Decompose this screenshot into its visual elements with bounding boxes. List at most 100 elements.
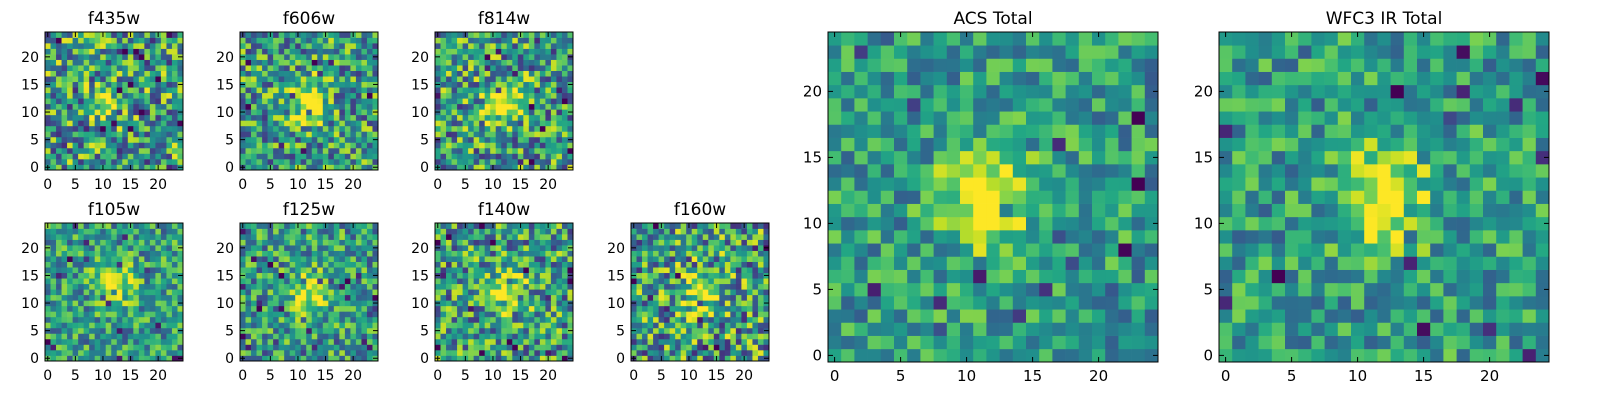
heatmap-cell xyxy=(50,158,57,165)
heatmap-cell xyxy=(366,322,373,329)
heatmap-cell xyxy=(523,136,530,143)
heatmap-cell xyxy=(479,355,486,362)
heatmap-cell xyxy=(133,349,140,356)
heatmap-cell xyxy=(1144,256,1159,270)
heatmap-cell xyxy=(501,125,508,132)
heatmap-cell xyxy=(127,43,134,49)
heatmap-cell xyxy=(105,311,112,318)
heatmap-cell xyxy=(440,245,447,251)
heatmap-cell xyxy=(999,203,1014,218)
heatmap-cell xyxy=(160,267,167,274)
heatmap-cell xyxy=(719,245,726,251)
heatmap-cell xyxy=(155,136,162,143)
heatmap-cell xyxy=(61,245,68,251)
heatmap-cell xyxy=(686,283,693,290)
heatmap-cell xyxy=(567,344,574,351)
heatmap-cell xyxy=(83,355,90,362)
heatmap-cell xyxy=(166,81,173,88)
heatmap-cell xyxy=(328,65,335,71)
heatmap-cell xyxy=(556,278,563,285)
heatmap-cell xyxy=(251,37,257,44)
heatmap-cell xyxy=(56,109,62,116)
heatmap-cell xyxy=(545,289,552,296)
heatmap-cell xyxy=(561,103,568,110)
heatmap-cell xyxy=(89,344,96,351)
axes-frame xyxy=(630,222,770,362)
heatmap-cell xyxy=(457,355,463,362)
heatmap-cell xyxy=(322,267,329,274)
heatmap-cell xyxy=(284,338,291,345)
heatmap-cell xyxy=(300,92,307,99)
heatmap-cell xyxy=(366,98,373,105)
heatmap-cell xyxy=(517,239,524,246)
heatmap-cell xyxy=(490,234,497,240)
heatmap-cell xyxy=(366,131,373,138)
heatmap-cell xyxy=(350,294,357,301)
heatmap-cell xyxy=(561,43,568,49)
heatmap-cell xyxy=(642,234,648,240)
heatmap-cell xyxy=(267,338,274,345)
heatmap-cell xyxy=(642,300,648,307)
heatmap-cell xyxy=(741,272,748,279)
heatmap-cell xyxy=(322,70,329,77)
heatmap-cell xyxy=(451,344,458,351)
heatmap-cell xyxy=(322,153,329,160)
heatmap-cell xyxy=(289,98,296,105)
heatmap-cell xyxy=(446,344,452,351)
heatmap-cell xyxy=(545,338,552,345)
heatmap-cell xyxy=(484,142,491,149)
heatmap-cell xyxy=(920,190,934,204)
heatmap-cell xyxy=(284,43,291,49)
heatmap-cell xyxy=(45,76,51,83)
heatmap-cell xyxy=(245,267,252,274)
heatmap-cell xyxy=(127,142,134,149)
heatmap-cell xyxy=(61,239,68,246)
heatmap-cell xyxy=(251,131,257,138)
heatmap-cell xyxy=(339,142,346,149)
heatmap-cell xyxy=(752,355,759,362)
heatmap-cell xyxy=(457,261,463,268)
heatmap-cell xyxy=(138,234,145,240)
heatmap-cell xyxy=(567,120,574,127)
heatmap-cell xyxy=(355,43,362,49)
heatmap-cell xyxy=(133,267,140,274)
heatmap-cell xyxy=(355,131,362,138)
heatmap-cell xyxy=(561,164,568,171)
heatmap-cell xyxy=(78,228,84,235)
heatmap-cell xyxy=(894,230,908,244)
heatmap-cell xyxy=(166,131,173,138)
heatmap-cell xyxy=(144,109,151,116)
heatmap-cell xyxy=(636,283,643,290)
heatmap-cell xyxy=(1105,230,1119,244)
heatmap-cell xyxy=(295,239,302,246)
heatmap-cell xyxy=(171,43,178,49)
heatmap-cell xyxy=(479,65,486,71)
heatmap-cell xyxy=(435,267,441,274)
heatmap-cell xyxy=(479,322,486,329)
heatmap-cell xyxy=(669,333,676,340)
heatmap-cell xyxy=(83,234,90,240)
heatmap-cell xyxy=(322,158,329,165)
heatmap-cell xyxy=(171,114,178,121)
heatmap-cell xyxy=(724,327,731,334)
heatmap-cell xyxy=(691,250,698,257)
heatmap-cell xyxy=(171,267,178,274)
heatmap-cell xyxy=(273,278,279,285)
heatmap-cell xyxy=(122,164,129,171)
heatmap-cell xyxy=(166,355,173,362)
heatmap-cell xyxy=(567,59,574,66)
heatmap-cell xyxy=(262,278,268,285)
heatmap-cell xyxy=(317,136,324,143)
heatmap-cell xyxy=(166,136,173,143)
heatmap-cell xyxy=(61,272,68,279)
heatmap-cell xyxy=(306,311,313,318)
heatmap-cell xyxy=(680,289,687,296)
heatmap-cell xyxy=(284,333,291,340)
heatmap-cell xyxy=(273,103,279,110)
heatmap-cell xyxy=(550,300,557,307)
heatmap-cell xyxy=(366,158,373,165)
heatmap-cell xyxy=(245,153,252,160)
heatmap-cell xyxy=(708,234,715,240)
heatmap-cell xyxy=(484,272,491,279)
heatmap-cell xyxy=(149,37,156,44)
